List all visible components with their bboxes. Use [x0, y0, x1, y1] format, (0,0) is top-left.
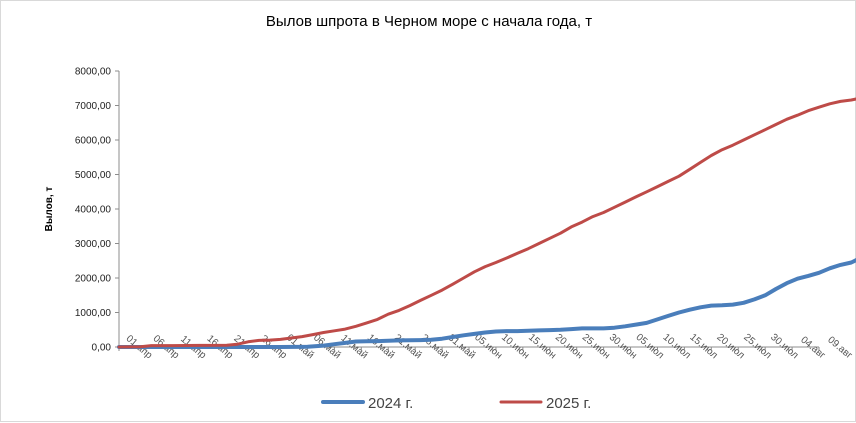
- series-line-2024: [117, 258, 856, 349]
- legend-label: 2025 г.: [546, 395, 591, 412]
- y-tick-label: 8000,00: [75, 67, 112, 78]
- chart-title: Вылов шпрота в Черном море с начала года…: [265, 13, 593, 30]
- y-axis-label: Вылов, т: [44, 187, 55, 232]
- series-line-2025: [117, 97, 856, 349]
- y-tick-label: 6000,00: [75, 136, 112, 147]
- x-tick-label: 09.авг: [825, 335, 854, 362]
- y-tick-label: 2000,00: [75, 274, 112, 285]
- x-tick-label: 04.авг: [798, 335, 827, 362]
- y-tick-label: 0,00: [92, 343, 112, 354]
- y-tick-label: 3000,00: [75, 239, 112, 250]
- y-tick-label: 1000,00: [75, 308, 112, 319]
- y-tick-label: 4000,00: [75, 205, 112, 216]
- y-tick-label: 7000,00: [75, 101, 112, 112]
- y-tick-label: 5000,00: [75, 170, 112, 181]
- legend-label: 2024 г.: [368, 395, 413, 412]
